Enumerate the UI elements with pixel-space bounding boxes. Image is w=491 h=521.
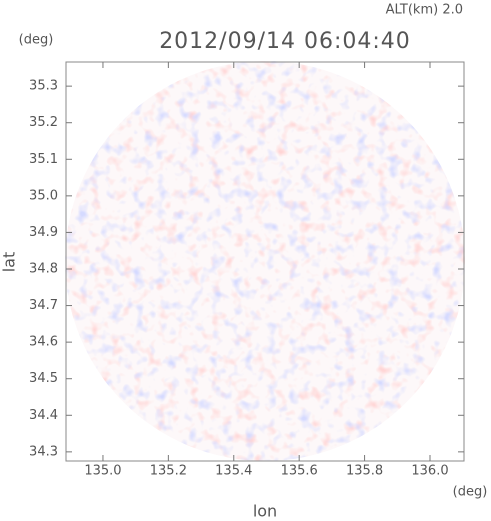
y-tick-label: 34.5	[29, 371, 58, 386]
y-tick-label: 34.4	[29, 408, 58, 423]
chart-title: 2012/09/14 06:04:40	[159, 29, 411, 54]
y-tick-label: 35.0	[29, 188, 58, 203]
plot-frame	[65, 61, 465, 462]
y-tick-label: 34.6	[29, 335, 58, 350]
y-tick-label: 35.1	[29, 152, 58, 167]
x-tick-label: 135.2	[150, 464, 187, 479]
x-tick-label: 135.8	[346, 464, 383, 479]
x-tick-label: 135.0	[84, 464, 121, 479]
y-tick-label: 34.7	[29, 298, 58, 313]
x-unit: (deg)	[453, 485, 488, 500]
x-tick-label: 135.4	[215, 464, 252, 479]
x-tick-label: 135.6	[281, 464, 318, 479]
x-tick-label: 136.0	[411, 464, 448, 479]
y-tick-label: 34.3	[29, 444, 58, 459]
y-tick-label: 34.9	[29, 225, 58, 240]
altitude-label: ALT(km) 2.0	[386, 3, 463, 18]
x-axis-label: lon	[253, 502, 277, 521]
y-axis-label: lat	[0, 252, 19, 273]
y-tick-label: 34.8	[29, 261, 58, 276]
y-unit: (deg)	[19, 33, 54, 48]
radar-field	[65, 61, 465, 461]
y-tick-label: 35.2	[29, 115, 58, 130]
y-tick-label: 35.3	[29, 79, 58, 94]
